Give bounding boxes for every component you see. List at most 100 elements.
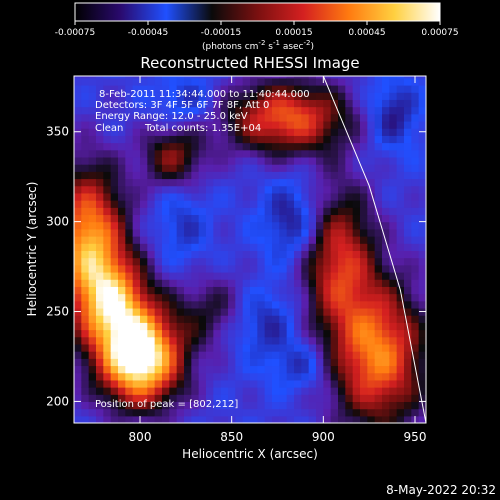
heatmap-cell [389,164,398,172]
heatmap-cell [308,171,317,180]
heatmap-cell [389,171,398,180]
heatmap-cell [147,76,156,79]
heatmap-cell [345,387,354,395]
heatmap-cell [389,351,398,359]
heatmap-cell [103,257,112,266]
heatmap-cell [140,192,148,201]
heatmap-cell [257,106,266,115]
heatmap-cell [404,394,412,403]
heatmap-cell [360,192,368,201]
heatmap-cell [316,358,324,367]
heatmap-cell [162,185,170,194]
heatmap-cell [308,156,317,165]
heatmap-cell [96,128,104,136]
heatmap-cell [294,207,302,216]
heatmap-cell [411,221,420,230]
heatmap-cell [396,250,405,259]
heatmap-cell [389,192,398,201]
heatmap-cell [184,315,192,323]
heatmap-cell [279,322,288,331]
heatmap-cell [132,142,141,151]
heatmap-cell [191,243,200,251]
heatmap-cell [308,307,317,316]
heatmap-cell [338,135,346,144]
heatmap-cell [330,76,339,79]
heatmap-cell [338,178,346,187]
heatmap-cell [110,315,119,323]
heatmap-cell [147,128,156,136]
heatmap-cell [382,358,390,367]
heatmap-cell [367,99,376,108]
heatmap-cell [191,286,200,295]
heatmap-cell [264,315,273,323]
heatmap-cell [242,279,251,287]
heatmap-cell [418,343,426,352]
heatmap-cell [301,142,310,151]
heatmap-cell [206,408,214,417]
heatmap-cell [206,372,214,381]
heatmap-cell [316,156,324,165]
heatmap-cell [88,358,97,367]
heatmap-cell [132,76,141,79]
heatmap-cell [191,307,200,316]
heatmap-cell [154,76,163,79]
heatmap-cell [81,300,90,309]
colorbar-tick-label: 0.00045 [348,28,385,38]
heatmap-cell [88,135,97,144]
heatmap-cell [250,84,258,93]
heatmap-cell [81,279,90,287]
heatmap-cell [206,379,214,388]
heatmap-cell [140,387,148,395]
heatmap-cell [374,164,383,172]
heatmap-cell [154,164,163,172]
heatmap-cell [206,142,214,151]
heatmap-cell [330,315,339,323]
heatmap-cell [184,343,192,352]
heatmap-cell [147,358,156,367]
heatmap-cell [96,149,104,158]
heatmap-cell [206,192,214,201]
heatmap-cell [228,408,236,417]
heatmap-cell [154,401,163,410]
heatmap-cell [418,156,426,165]
heatmap-cell [352,286,361,295]
heatmap-cell [323,99,332,108]
heatmap-cell [418,135,426,144]
heatmap-cell [345,365,354,374]
heatmap-cell [272,200,280,208]
heatmap-cell [345,329,354,338]
heatmap-cell [316,286,324,295]
heatmap-cell [418,365,426,374]
heatmap-cell [404,214,412,223]
heatmap-cell [184,372,192,381]
heatmap-cell [162,307,170,316]
heatmap-cell [308,200,317,208]
heatmap-cell [294,336,302,345]
heatmap-cell [367,135,376,144]
heatmap-cell [96,228,104,237]
heatmap-cell [74,365,82,374]
heatmap-cell [264,286,273,295]
heatmap-cell [279,135,288,144]
heatmap-cell [330,257,339,266]
heatmap-cell [360,156,368,165]
heatmap-cell [103,358,112,367]
heatmap-cell [316,329,324,338]
heatmap-cell [147,135,156,144]
heatmap-cell [88,336,97,345]
heatmap-cell [330,243,339,251]
heatmap-cell [404,271,412,280]
heatmap-cell [132,77,141,86]
heatmap-cell [242,149,251,158]
heatmap-cell [382,279,390,287]
heatmap-cell [110,128,119,136]
heatmap-cell [257,315,266,323]
heatmap-cell [323,300,332,309]
heatmap-cell [367,286,376,295]
heatmap-cell [250,250,258,259]
heatmap-cell [81,106,90,115]
heatmap-cell [140,351,148,359]
heatmap-cell [301,322,310,331]
heatmap-cell [404,358,412,367]
heatmap-cell [360,322,368,331]
